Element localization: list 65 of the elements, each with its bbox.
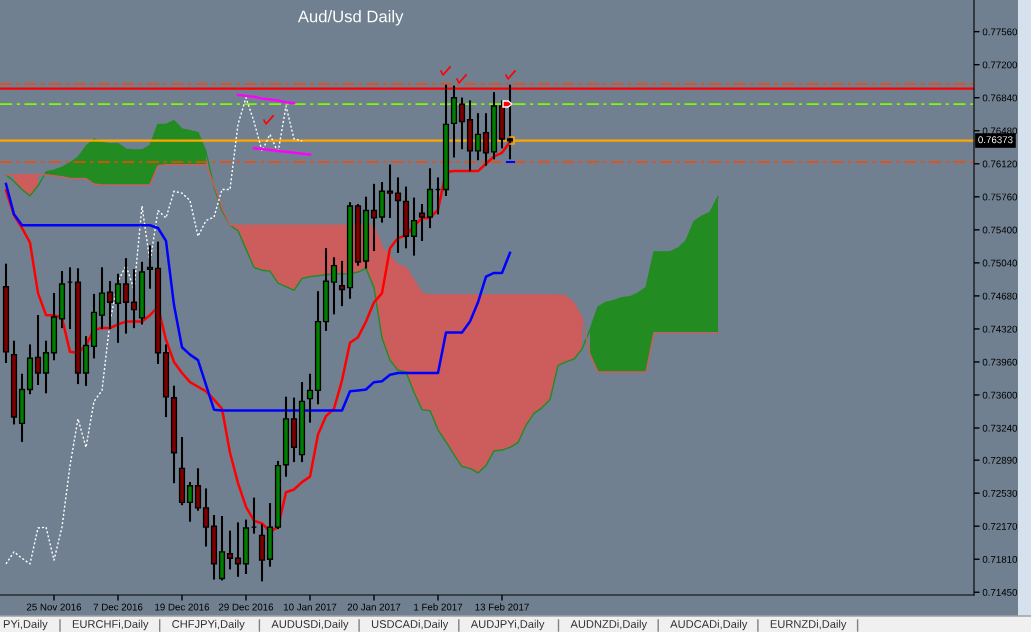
text: AUDNZDi,Daily [570,619,648,631]
y-tick-label: 0.71450 [982,588,1018,596]
line-series [5,119,719,474]
x-tick-label: 25 Nov 2016 [26,603,82,611]
text: AUDJPYi,Daily [470,619,545,631]
candlestick [410,197,418,256]
y-tick-label: 0.76480 [982,127,1018,135]
ref-line-label: 0.76373 [978,136,1013,144]
x-tick-label: 13 Feb 2017 [475,603,529,611]
text: EURNZDi,Daily [770,619,847,631]
text: PYi,Daily [3,619,48,631]
text: Aud/Usd Daily [297,10,404,26]
text: CHFJPYi,Daily [172,619,245,631]
y-tick-label: 0.74680 [982,292,1018,300]
line-series [236,93,296,105]
x-tick-label: 29 Dec 2016 [218,603,274,611]
y-tick-label: 0.76840 [982,94,1018,102]
candlestick [146,245,154,289]
y-tick-label: 0.74320 [982,325,1018,333]
candlestick [226,530,234,570]
candlestick [482,113,490,166]
candlestick [106,281,114,330]
candlestick [418,204,426,241]
candlestick [98,267,106,330]
candlestick [202,488,210,547]
y-tick-label: 0.76120 [982,160,1018,168]
x-tick-label: 19 Dec 2016 [155,603,210,611]
candlestick [330,257,338,315]
x-tick-label: 10 Jan 2017 [283,603,337,611]
candlestick [122,258,130,334]
line-series [252,146,312,156]
candlestick [338,260,346,307]
candlestick [42,340,50,394]
candlestick [114,273,122,343]
y-tick-label: 0.77560 [982,28,1018,36]
y-tick-label: 0.77200 [982,61,1018,69]
candlestick [34,315,42,386]
candlestick [130,269,138,329]
text: AUDCADi,Daily [670,619,748,631]
y-tick-label: 0.73240 [982,424,1018,432]
y-tick-label: 0.73600 [982,391,1018,399]
candlestick [186,482,194,522]
line-series [5,97,303,565]
candlestick [306,373,314,423]
text: AUDUSDi,Daily [271,619,349,631]
x-tick-label: 20 Jan 2017 [347,603,401,611]
y-tick-label: 0.72530 [982,489,1018,497]
y-tick-label: 0.71810 [982,555,1018,563]
candlestick [458,97,466,150]
y-tick-label: 0.72170 [982,522,1018,530]
x-tick-label: 1 Feb 2017 [414,603,463,611]
candlestick [194,468,202,511]
y-tick-label: 0.73960 [982,358,1018,366]
y-tick-label: 0.75400 [982,226,1018,234]
y-tick-label: 0.72890 [982,456,1018,464]
text: EURCHFi,Daily [72,619,149,631]
line-series [4,182,512,412]
text: USDCADi,Daily [371,619,449,631]
y-tick-label: 0.75760 [982,193,1018,201]
candlestick [474,113,482,161]
candlestick [394,177,402,253]
candlestick [370,183,378,252]
x-tick-label: 7 Dec 2016 [93,603,143,611]
candlestick [386,164,394,219]
y-tick-label: 0.75040 [982,259,1018,267]
